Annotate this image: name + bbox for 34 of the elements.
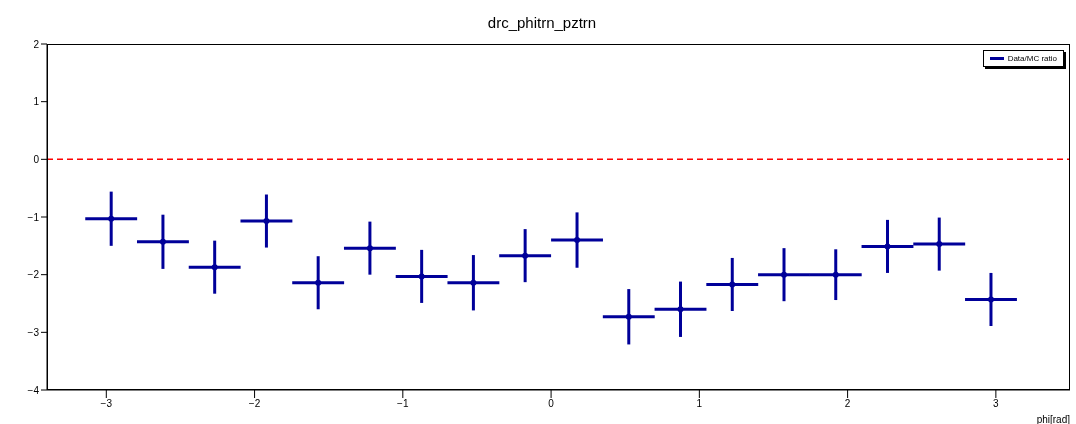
- point: [418, 273, 425, 280]
- legend-label: Data/MC ratio: [1007, 54, 1057, 63]
- point: [315, 279, 322, 286]
- point: [677, 306, 684, 313]
- point: [832, 271, 839, 278]
- point: [159, 238, 166, 245]
- chart-title: drc_phitrn_pztrn: [486, 14, 598, 31]
- x-tick-label: 3: [993, 398, 1000, 410]
- x-tick-label: −2: [248, 398, 261, 410]
- point: [781, 271, 788, 278]
- point: [366, 245, 373, 252]
- point: [625, 313, 632, 320]
- y-tick-label: 0: [33, 153, 40, 165]
- y-tick-label: −3: [27, 326, 40, 338]
- x-tick-label: 2: [844, 398, 851, 410]
- x-tick-label: −3: [100, 398, 113, 410]
- point: [884, 243, 891, 250]
- x-tick-label: 0: [548, 398, 555, 410]
- y-tick-label: 1: [33, 96, 40, 108]
- point: [987, 296, 994, 303]
- y-tick-label: −2: [27, 269, 40, 281]
- y-tick-label: −4: [27, 384, 40, 396]
- x-tick-label: 1: [696, 398, 703, 410]
- point: [470, 279, 477, 286]
- point: [108, 215, 115, 222]
- point: [211, 264, 218, 271]
- x-tick-label: −1: [397, 398, 409, 410]
- y-tick-label: −1: [27, 211, 40, 223]
- y-tick-label: 2: [33, 38, 40, 50]
- point: [574, 237, 581, 244]
- point: [936, 241, 943, 248]
- point: [263, 218, 270, 225]
- point: [729, 281, 736, 288]
- point: [522, 252, 529, 259]
